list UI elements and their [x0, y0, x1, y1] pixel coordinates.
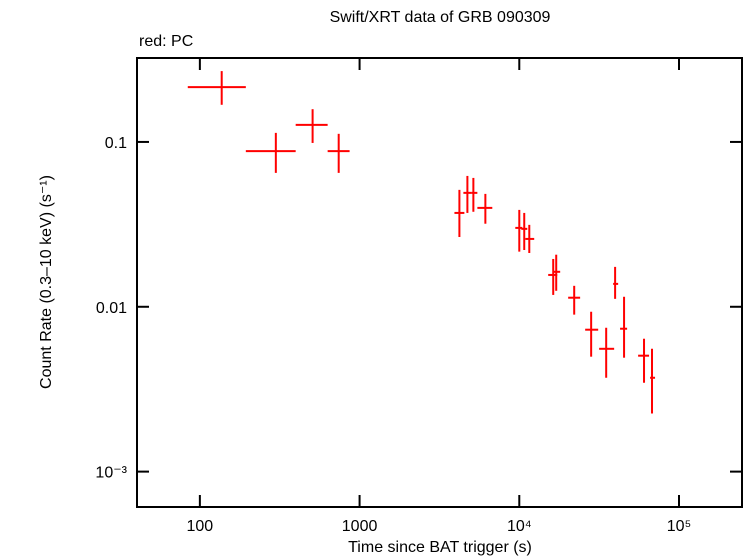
x-tick-label: 10⁵: [667, 518, 691, 535]
y-tick-label: 0.1: [105, 135, 127, 152]
y-axis-label: Count Rate (0.3–10 keV) (s⁻¹): [38, 175, 55, 389]
y-tick-label: 0.01: [96, 300, 127, 317]
y-tick-label: 10⁻³: [95, 465, 127, 482]
x-tick-label: 1000: [342, 518, 378, 535]
annotation: red: PC: [139, 33, 193, 50]
chart-title: Swift/XRT data of GRB 090309: [330, 9, 551, 26]
x-tick-label: 10⁴: [507, 518, 532, 535]
plot-frame: [136, 57, 743, 508]
x-axis-label: Time since BAT trigger (s): [348, 539, 532, 556]
x-tick-label: 100: [187, 518, 214, 535]
